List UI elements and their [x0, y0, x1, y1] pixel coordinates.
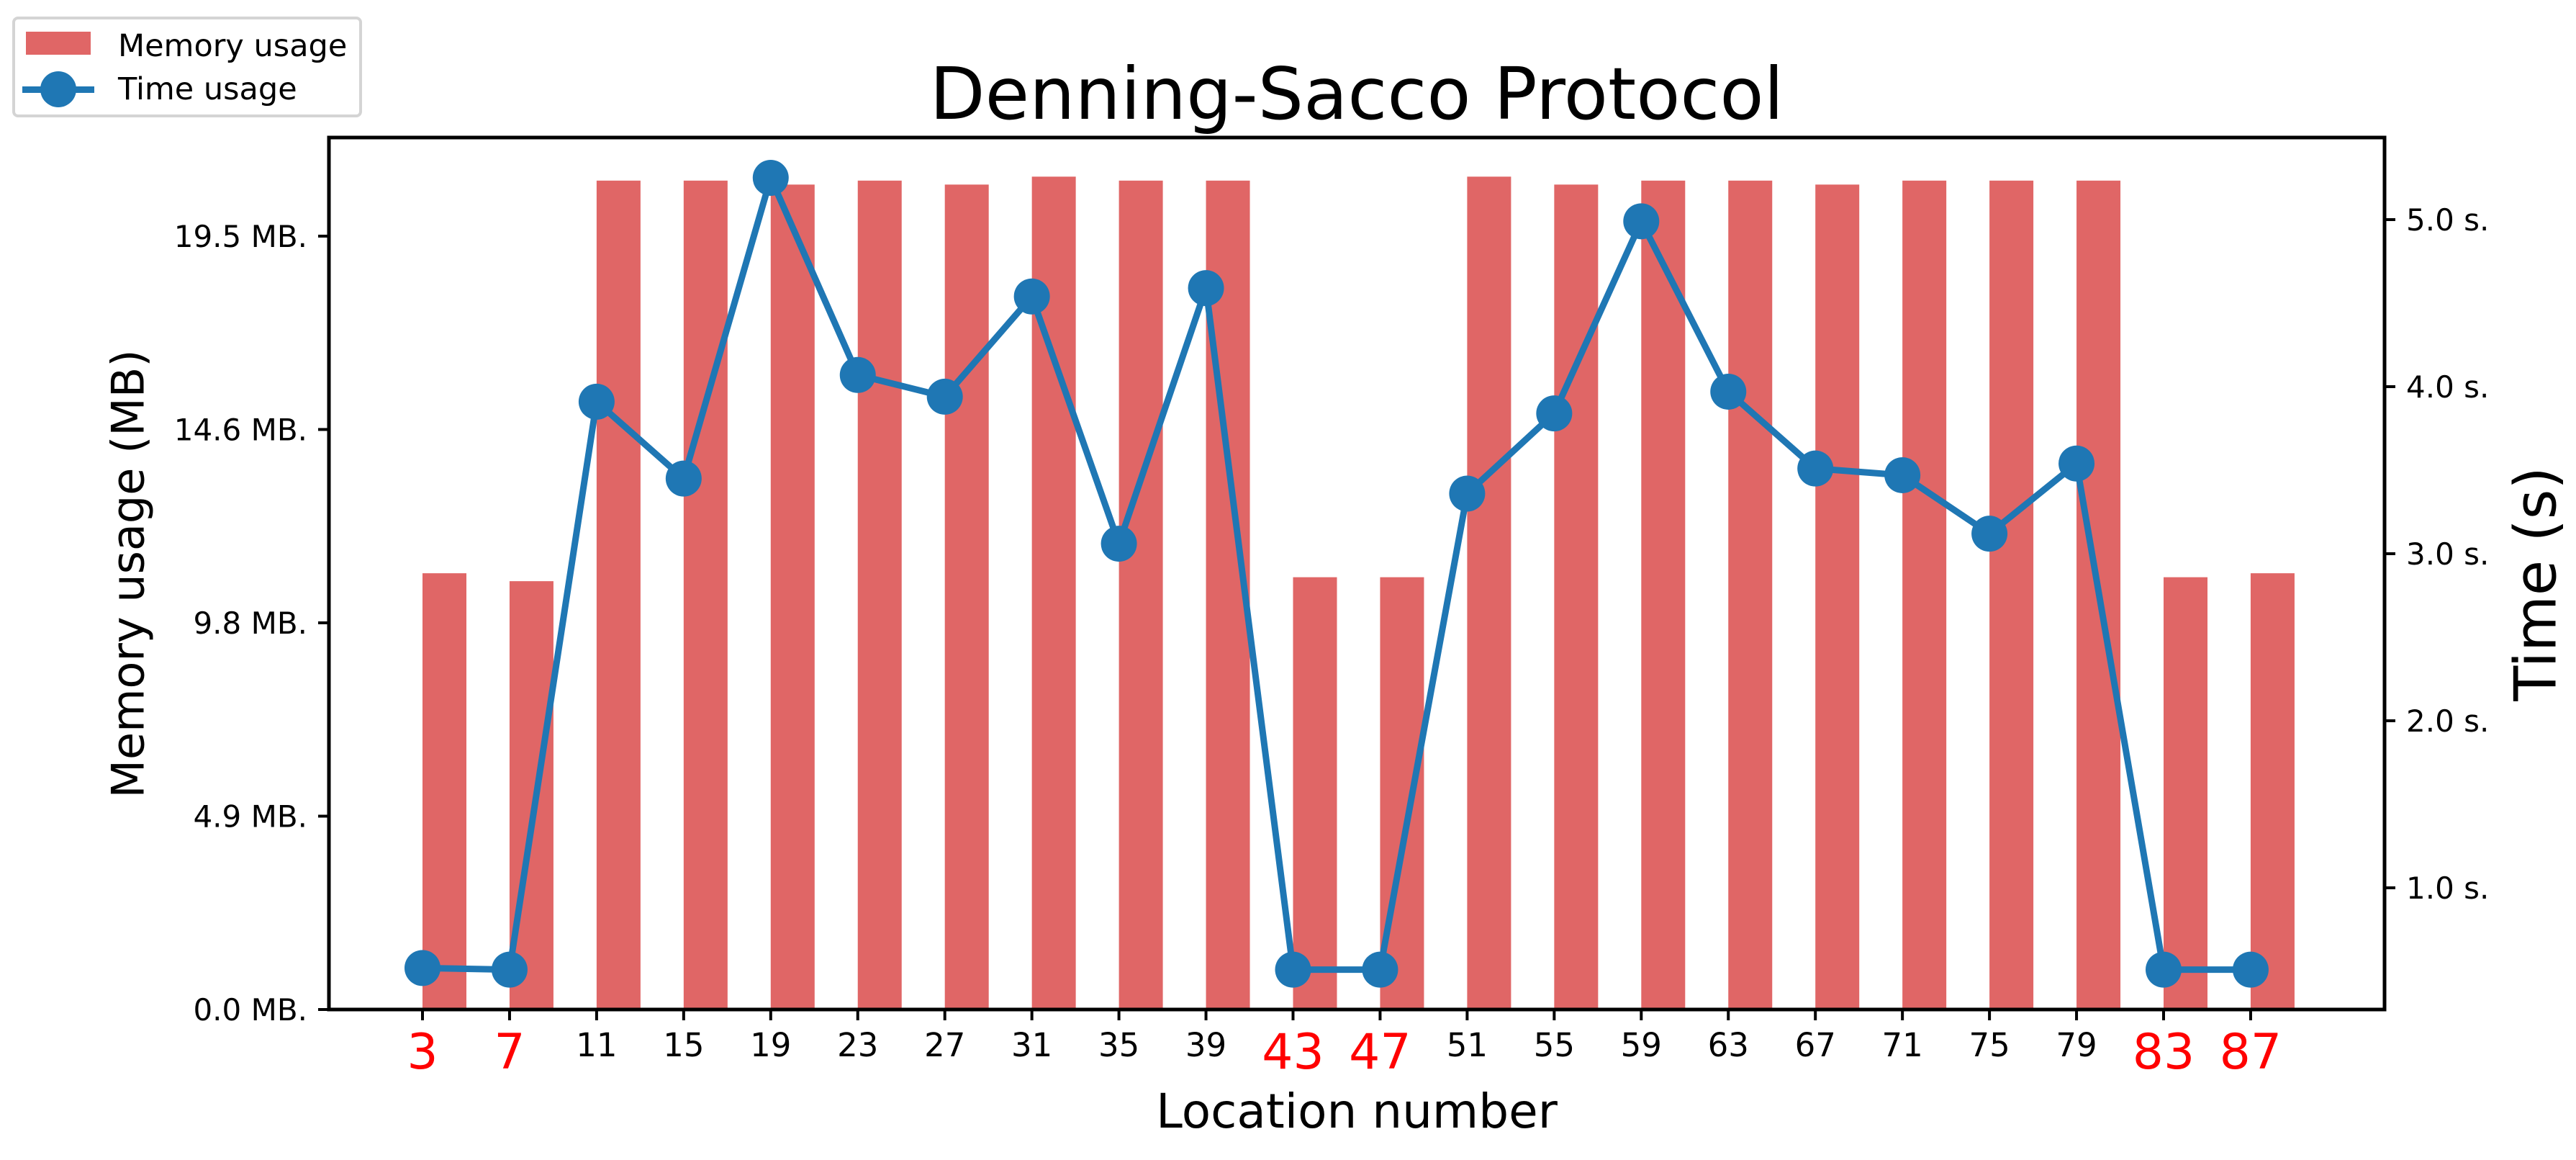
- bar-swatch-icon: [26, 32, 91, 55]
- y-right-tick-label: 2.0 s.: [2406, 703, 2489, 739]
- x-tick-label: 15: [663, 1026, 704, 1064]
- time-data-point: [839, 356, 876, 393]
- y-left-tick-label: 0.0 MB.: [193, 992, 307, 1028]
- memory-bar: [2164, 577, 2207, 1010]
- time-data-point: [2058, 445, 2095, 482]
- x-tick-label-highlighted: 83: [2133, 1024, 2195, 1081]
- time-data-point: [2232, 951, 2269, 988]
- x-tick-label: 11: [576, 1026, 617, 1064]
- time-data-point: [1101, 526, 1137, 562]
- memory-bar: [596, 180, 641, 1010]
- y-right-tick-label: 1.0 s.: [2406, 871, 2489, 906]
- x-tick-label: 23: [837, 1026, 878, 1064]
- time-data-point: [1362, 951, 1398, 988]
- y-axis-right-label: Time (s): [2502, 467, 2570, 701]
- memory-bar: [1118, 180, 1163, 1010]
- circle-marker-icon: [40, 71, 76, 107]
- legend: Memory usage Time usage: [12, 17, 362, 117]
- time-data-point: [1971, 516, 2008, 552]
- legend-label: Time usage: [118, 71, 297, 107]
- x-tick-label: 27: [924, 1026, 965, 1064]
- memory-bar: [1902, 180, 1947, 1010]
- plot-frame: [327, 135, 2387, 1012]
- time-data-point: [1884, 457, 1921, 493]
- time-data-point: [752, 160, 789, 196]
- time-data-point: [1536, 395, 1573, 432]
- memory-bar: [770, 184, 815, 1010]
- x-axis-label: Location number: [1156, 1084, 1558, 1139]
- memory-bar: [1554, 184, 1599, 1010]
- memory-bar: [422, 573, 466, 1010]
- y-left-tick-label: 19.5 MB.: [174, 219, 307, 254]
- time-data-point: [1013, 278, 1050, 315]
- memory-bar: [1641, 180, 1686, 1010]
- x-tick-label: 75: [1969, 1026, 2010, 1064]
- time-data-point: [405, 950, 440, 986]
- axes: 0.0 MB. 4.9 MB. 9.8 MB. 14.6 MB. 19.5 MB. 1.0…: [174, 135, 2489, 1081]
- x-tick-label-highlighted: 47: [1349, 1024, 1411, 1081]
- time-data-point: [1188, 270, 1224, 307]
- x-tick-label: 51: [1447, 1026, 1488, 1064]
- y-right-tick-label: 3.0 s.: [2406, 536, 2489, 572]
- memory-bar: [2250, 573, 2295, 1010]
- legend-label: Memory usage: [118, 28, 348, 64]
- time-data-point: [491, 951, 528, 988]
- y-right-tick-label: 5.0 s.: [2406, 202, 2489, 238]
- time-data-point: [1449, 475, 1486, 512]
- x-tick-label: 39: [1185, 1026, 1226, 1064]
- chart-title: Denning-Sacco Protocol: [929, 52, 1784, 136]
- x-tick-label: 19: [750, 1026, 791, 1064]
- x-tick-label: 59: [1621, 1026, 1662, 1064]
- x-tick-label-highlighted: 43: [1262, 1024, 1324, 1081]
- time-data-point: [578, 383, 615, 420]
- memory-bar: [683, 180, 728, 1010]
- time-data-point: [665, 460, 702, 497]
- memory-bar: [944, 184, 989, 1010]
- x-tick-label-highlighted: 7: [494, 1024, 525, 1081]
- y-right-tick-label: 4.0 s.: [2406, 369, 2489, 405]
- x-tick-label: 31: [1011, 1026, 1052, 1064]
- time-data-point: [1275, 951, 1311, 988]
- x-tick-label: 67: [1795, 1026, 1836, 1064]
- y-left-tick-label: 9.8 MB.: [193, 606, 307, 641]
- y-left-tick-label: 4.9 MB.: [193, 799, 307, 834]
- time-data-point: [926, 378, 963, 415]
- y-axis-left-label: Memory usage (MB): [101, 349, 155, 799]
- memory-bar: [857, 180, 902, 1010]
- time-data-point: [1710, 373, 1747, 410]
- memory-bar: [1815, 184, 1860, 1010]
- y-left-tick-label: 14.6 MB.: [174, 412, 307, 447]
- x-tick-label: 79: [2056, 1026, 2097, 1064]
- x-tick-label: 35: [1098, 1026, 1139, 1064]
- memory-bars: [422, 176, 2295, 1010]
- memory-bar: [1728, 180, 1773, 1010]
- x-tick-label-highlighted: 87: [2220, 1024, 2282, 1081]
- time-data-point: [1797, 450, 1834, 487]
- x-tick-label: 71: [1882, 1026, 1923, 1064]
- memory-bar: [1989, 180, 2034, 1010]
- time-line-path: [422, 174, 2251, 974]
- x-tick-label: 63: [1708, 1026, 1749, 1064]
- time-data-point: [1623, 203, 1660, 240]
- x-tick-label: 55: [1534, 1026, 1575, 1064]
- memory-bar: [1293, 577, 1337, 1010]
- x-tick-label-highlighted: 3: [407, 1024, 438, 1081]
- time-data-point: [2146, 951, 2182, 988]
- memory-bar: [1467, 176, 1511, 1010]
- time-line: [405, 160, 2269, 988]
